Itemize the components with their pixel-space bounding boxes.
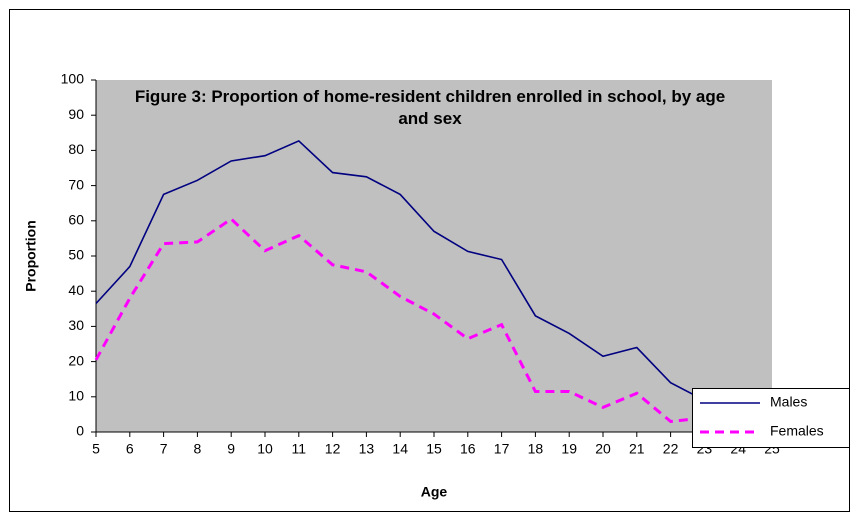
legend-label: Males [770,394,807,410]
x-tick-label: 9 [227,441,235,457]
x-tick-label: 13 [359,441,375,457]
y-tick-label: 100 [61,71,85,87]
x-tick-label: 10 [257,441,273,457]
y-tick-label: 10 [68,388,84,404]
y-tick-label: 80 [68,141,84,157]
x-tick-label: 14 [392,441,408,457]
x-tick-label: 19 [561,441,577,457]
y-tick-label: 50 [68,247,84,263]
x-tick-label: 15 [426,441,442,457]
y-tick-label: 40 [68,282,84,298]
x-tick-label: 5 [92,441,100,457]
x-tick-label: 17 [494,441,510,457]
y-axis-label: Proportion [23,220,39,292]
chart-title: Figure 3: Proportion of home-resident ch… [134,87,726,128]
y-tick-label: 90 [68,106,84,122]
x-tick-label: 12 [325,441,341,457]
x-axis-label: Age [421,484,448,500]
y-tick-label: 0 [76,423,84,439]
x-tick-label: 22 [663,441,679,457]
legend-box [692,388,850,448]
legend-label: Females [770,423,824,439]
x-tick-label: 6 [126,441,134,457]
x-tick-label: 16 [460,441,476,457]
y-tick-label: 70 [68,176,84,192]
x-tick-label: 20 [595,441,611,457]
x-tick-label: 11 [292,441,307,457]
x-tick-label: 18 [528,441,544,457]
x-tick-label: 21 [629,441,645,457]
y-tick-label: 20 [68,352,84,368]
y-tick-label: 30 [68,317,84,333]
plot-area [96,80,772,432]
x-tick-label: 8 [194,441,202,457]
x-tick-label: 7 [160,441,168,457]
series-line [94,217,773,430]
series-line [95,139,773,419]
y-tick-label: 60 [68,212,84,228]
